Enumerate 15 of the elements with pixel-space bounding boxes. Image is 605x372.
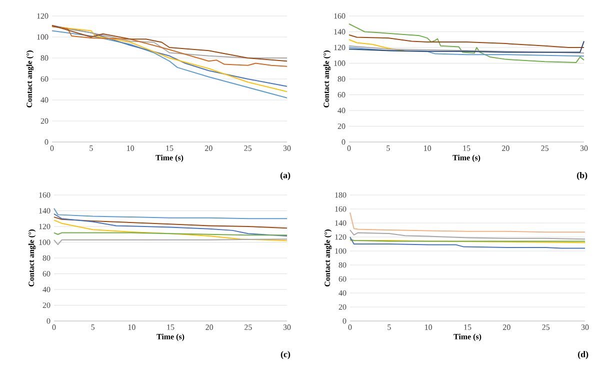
line-series <box>54 208 288 220</box>
line-series <box>350 236 586 249</box>
line-series <box>348 34 585 48</box>
text: (a) <box>280 172 290 180</box>
line-series <box>350 212 586 233</box>
text: (c) <box>280 350 290 360</box>
line-series <box>350 230 586 240</box>
line-series <box>348 39 404 52</box>
text: (d) <box>578 350 588 360</box>
text: (b) <box>576 172 588 180</box>
line-series <box>54 213 288 236</box>
line-series <box>54 220 288 242</box>
line-series <box>348 40 585 53</box>
line-series <box>348 23 585 63</box>
line-series <box>348 45 585 54</box>
